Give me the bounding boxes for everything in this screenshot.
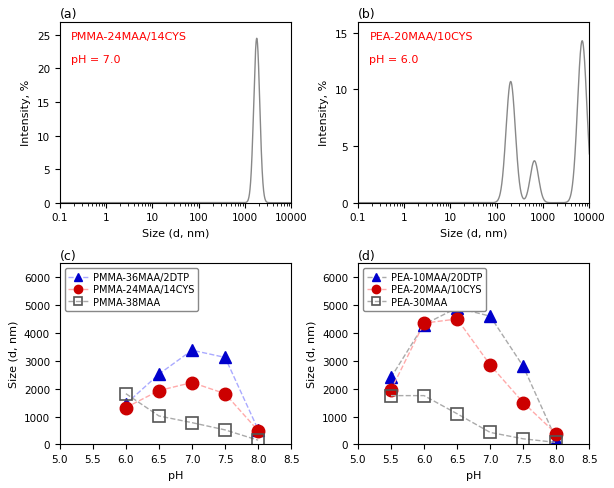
PEA-30MAA <box>421 393 428 399</box>
PEA-30MAA <box>387 393 395 399</box>
PEA-10MAA/20DTP <box>421 322 428 328</box>
PEA-20MAA/10CYS <box>421 321 428 326</box>
PMMA-38MAA <box>122 391 130 397</box>
Line: PEA-20MAA/10CYS: PEA-20MAA/10CYS <box>385 313 562 440</box>
PEA-10MAA/20DTP <box>486 314 494 320</box>
X-axis label: Size (d, nm): Size (d, nm) <box>142 228 209 239</box>
PEA-20MAA/10CYS <box>453 316 460 322</box>
PMMA-24MAA/14CYS <box>155 388 163 394</box>
Text: pH = 7.0: pH = 7.0 <box>71 55 121 65</box>
Line: PEA-10MAA/20DTP: PEA-10MAA/20DTP <box>385 302 562 446</box>
Y-axis label: Size (d, nm): Size (d, nm) <box>9 321 18 387</box>
PEA-30MAA <box>453 411 460 417</box>
PEA-30MAA <box>553 440 560 446</box>
PMMA-38MAA <box>188 420 196 426</box>
Text: pH = 6.0: pH = 6.0 <box>370 55 419 65</box>
PEA-20MAA/10CYS <box>387 387 395 393</box>
Text: (b): (b) <box>358 8 376 21</box>
Legend: PEA-10MAA/20DTP, PEA-20MAA/10CYS, PEA-30MAA: PEA-10MAA/20DTP, PEA-20MAA/10CYS, PEA-30… <box>363 268 486 311</box>
PMMA-24MAA/14CYS <box>122 405 130 411</box>
PEA-10MAA/20DTP <box>519 364 527 369</box>
PMMA-36MAA/2DTP <box>222 355 229 361</box>
Text: (c): (c) <box>60 249 77 263</box>
PMMA-38MAA <box>155 413 163 419</box>
PEA-20MAA/10CYS <box>486 362 494 368</box>
Line: PEA-30MAA: PEA-30MAA <box>386 390 562 448</box>
Text: PEA-20MAA/10CYS: PEA-20MAA/10CYS <box>370 32 473 41</box>
Y-axis label: Intensity, %: Intensity, % <box>21 80 31 146</box>
PMMA-36MAA/2DTP <box>155 371 163 377</box>
Line: PMMA-38MAA: PMMA-38MAA <box>120 388 263 446</box>
PEA-10MAA/20DTP <box>553 437 560 443</box>
X-axis label: Size (d, nm): Size (d, nm) <box>440 228 507 239</box>
PMMA-36MAA/2DTP <box>188 347 196 353</box>
Line: PMMA-24MAA/14CYS: PMMA-24MAA/14CYS <box>120 377 265 437</box>
Y-axis label: Intensity, %: Intensity, % <box>319 80 329 146</box>
PMMA-38MAA <box>222 427 229 433</box>
PMMA-24MAA/14CYS <box>254 428 262 434</box>
Text: (d): (d) <box>358 249 376 263</box>
PMMA-38MAA <box>254 437 262 443</box>
PMMA-36MAA/2DTP <box>122 401 130 407</box>
PEA-30MAA <box>519 436 527 442</box>
Line: PMMA-36MAA/2DTP: PMMA-36MAA/2DTP <box>120 344 265 436</box>
PEA-20MAA/10CYS <box>553 431 560 437</box>
PMMA-24MAA/14CYS <box>188 380 196 386</box>
PEA-30MAA <box>486 429 494 435</box>
Y-axis label: Size (d, nm): Size (d, nm) <box>306 321 316 387</box>
X-axis label: pH: pH <box>466 470 481 480</box>
Text: (a): (a) <box>60 8 77 21</box>
PMMA-36MAA/2DTP <box>254 427 262 433</box>
X-axis label: pH: pH <box>168 470 183 480</box>
PMMA-24MAA/14CYS <box>222 391 229 397</box>
Text: PMMA-24MAA/14CYS: PMMA-24MAA/14CYS <box>71 32 187 41</box>
PEA-10MAA/20DTP <box>453 305 460 311</box>
Legend: PMMA-36MAA/2DTP, PMMA-24MAA/14CYS, PMMA-38MAA: PMMA-36MAA/2DTP, PMMA-24MAA/14CYS, PMMA-… <box>64 268 198 311</box>
PEA-10MAA/20DTP <box>387 375 395 381</box>
PEA-20MAA/10CYS <box>519 400 527 406</box>
